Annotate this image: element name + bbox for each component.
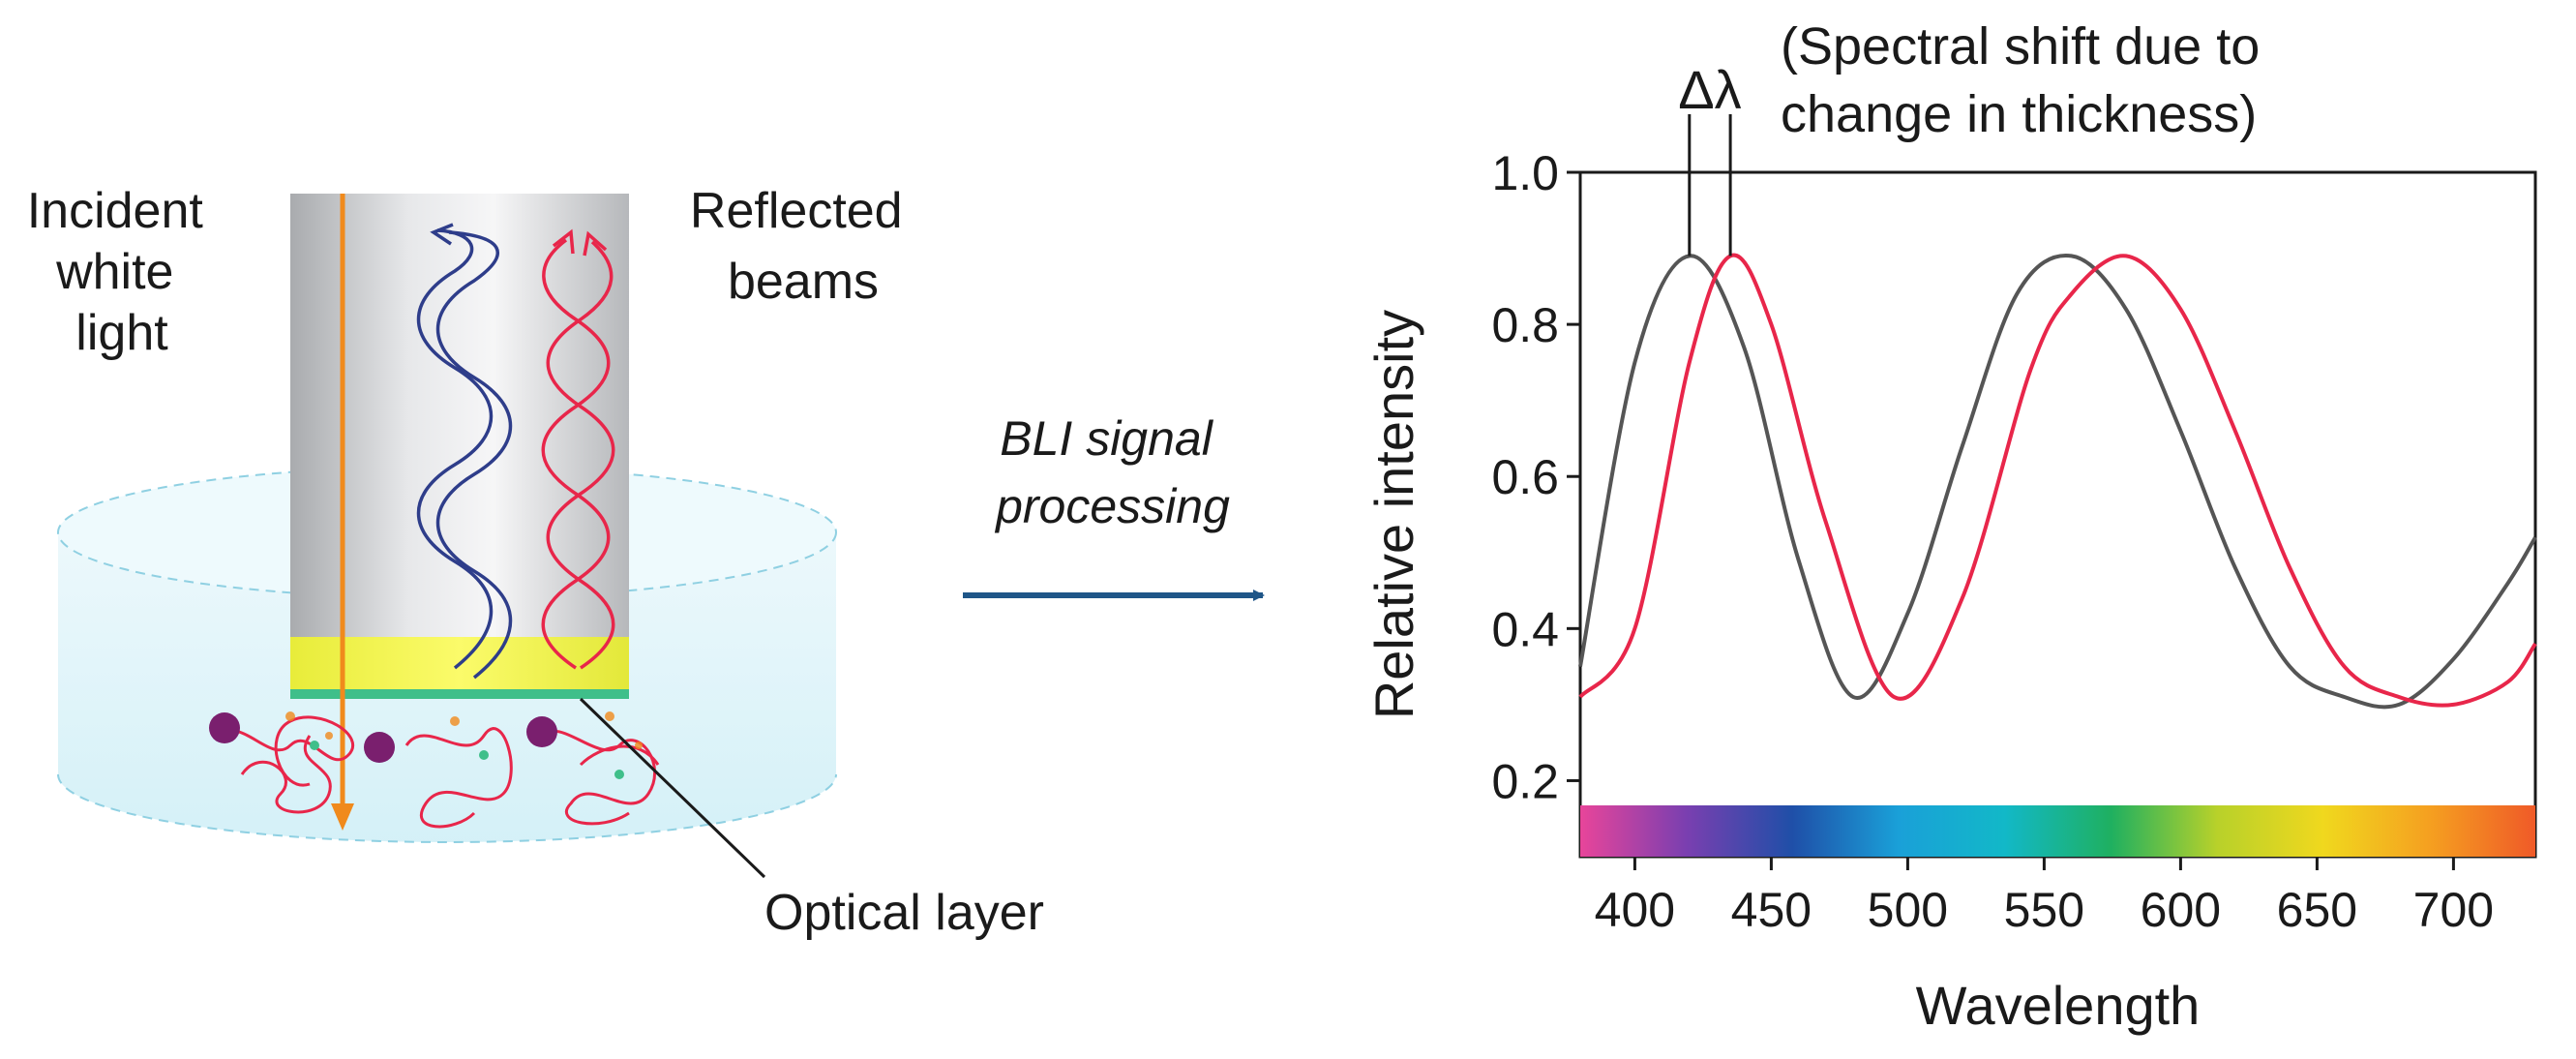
shift-annotation: Δλ (Spectral shift due to change in thickn… bbox=[1678, 17, 2260, 257]
y-axis-label: Relative intensity bbox=[1363, 310, 1424, 719]
y-tick-label: 0.2 bbox=[1491, 754, 1559, 808]
processing-label: BLI signal processing bbox=[994, 411, 1230, 533]
plot-frame bbox=[1578, 170, 2537, 859]
reflected-beam-red bbox=[541, 228, 615, 670]
x-tick-label: 400 bbox=[1595, 883, 1675, 937]
series-lines bbox=[1578, 253, 2537, 710]
x-axis-ticks: 400 450 500 550 600 650 700 bbox=[1595, 857, 2494, 937]
incident-label: Incident white light bbox=[27, 183, 218, 361]
reflected-label: Reflected beams bbox=[690, 183, 916, 310]
series-line-gray bbox=[1578, 253, 2537, 710]
reflected-beam-blue bbox=[416, 223, 513, 680]
biosensor-illustration: Incident white light Reflected beams Opt… bbox=[27, 183, 1044, 941]
x-tick-label: 600 bbox=[2141, 883, 2221, 937]
annotation-text-line: (Spectral shift due to bbox=[1781, 17, 2260, 76]
y-tick-label: 0.6 bbox=[1491, 450, 1559, 504]
ligand-sphere bbox=[526, 716, 557, 747]
bound-molecules bbox=[209, 711, 660, 829]
x-tick-label: 700 bbox=[2413, 883, 2494, 937]
spectrum-color-bar bbox=[1580, 805, 2535, 857]
y-tick-label: 0.8 bbox=[1491, 298, 1559, 352]
y-axis-ticks: 0.2 0.4 0.6 0.8 1.0 bbox=[1491, 146, 1580, 808]
spectrum-chart: 0.2 0.4 0.6 0.8 1.0 400 450 500 550 600 650 700 Δλ… bbox=[1363, 17, 2537, 1036]
x-axis-label: Wavelength bbox=[1916, 975, 2201, 1036]
optical-layer-label: Optical layer bbox=[764, 885, 1044, 941]
series-line-red bbox=[1578, 253, 2537, 708]
y-tick-label: 0.4 bbox=[1491, 602, 1559, 656]
optical-layer-leader bbox=[579, 697, 766, 879]
x-tick-label: 500 bbox=[1868, 883, 1948, 937]
ligand-sphere bbox=[364, 732, 395, 763]
incident-beam bbox=[331, 194, 354, 831]
x-tick-label: 550 bbox=[2004, 883, 2084, 937]
delta-lambda-symbol: Δλ bbox=[1678, 59, 1741, 120]
ligand-sphere bbox=[209, 712, 240, 743]
y-tick-label: 1.0 bbox=[1491, 146, 1559, 200]
x-tick-label: 450 bbox=[1731, 883, 1812, 937]
annotation-text-line: change in thickness) bbox=[1781, 85, 2257, 143]
x-tick-label: 650 bbox=[2277, 883, 2357, 937]
processing-arrow: BLI signal processing bbox=[963, 411, 1265, 601]
